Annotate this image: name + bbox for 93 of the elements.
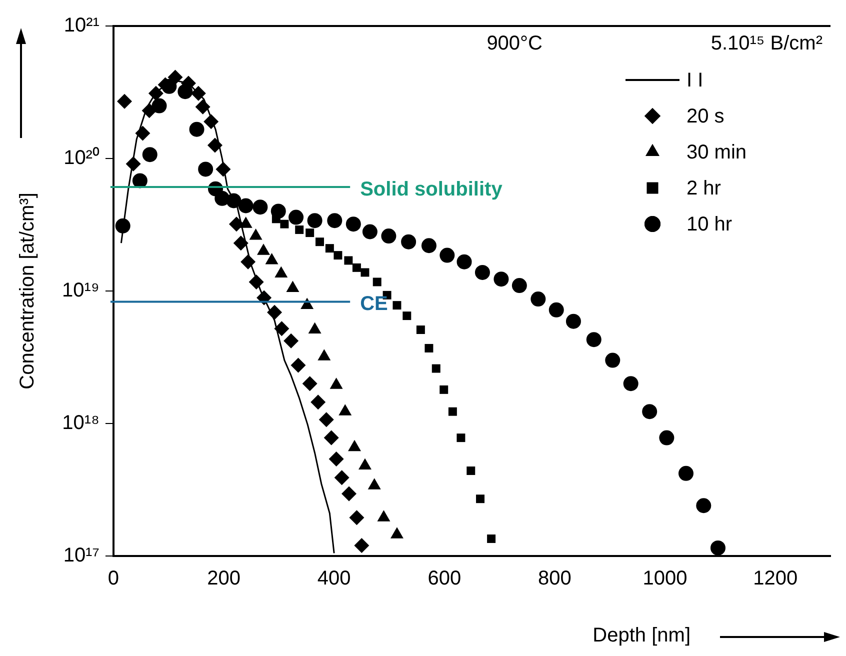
point [272,214,280,224]
point [530,292,546,307]
point [325,244,334,253]
point [288,210,304,225]
y-tick-label: 10¹⁹ [62,280,100,302]
point [487,534,496,543]
annotation: 5.10¹⁵ B/cm² [710,32,823,55]
point [696,498,712,514]
point [512,278,527,294]
x-tick-label: 200 [207,568,240,590]
ref-line-label: CE [360,293,388,316]
point [274,321,290,336]
point [432,364,440,373]
point [142,147,158,162]
x-tick-label: 1200 [753,568,798,590]
point [372,278,382,286]
ref-line-label: Solid solubility [360,178,504,200]
y-tick-label: 10¹⁷ [63,544,100,567]
point [307,213,322,228]
point [476,494,484,504]
point [302,376,318,392]
point [228,216,244,232]
y-tick-label: 10¹⁸ [62,412,100,434]
point [168,70,183,85]
point [284,333,299,348]
x-tick-label: 0 [108,568,120,590]
point [327,213,342,228]
point [252,200,268,215]
point [352,263,361,272]
point [280,220,289,228]
point [328,451,344,466]
point [306,228,314,238]
point [349,510,364,526]
point [310,394,326,410]
legend-label: I I [686,70,704,92]
point [466,466,476,475]
point [421,238,436,254]
point [334,470,350,486]
point [360,268,370,277]
point [678,466,694,481]
x-tick-label: 1000 [642,568,688,590]
point [341,486,356,502]
point [402,312,412,320]
point [207,138,222,153]
point [494,272,509,287]
point [132,173,148,188]
point [456,434,466,442]
point [448,407,457,416]
point [362,224,378,240]
point [474,264,490,280]
point [566,314,581,329]
point [605,352,620,368]
point [316,238,324,246]
legend-label: 20 s [686,106,724,128]
point [318,412,334,428]
y-axis-title: Concentration [at/cm³] [16,192,39,390]
point [238,198,254,214]
point [354,538,370,554]
annotation: 900°C [486,32,542,55]
point [586,332,602,348]
point [334,251,342,260]
point [623,376,638,392]
point [324,430,339,446]
point [456,254,472,270]
point [233,236,248,251]
point [401,234,416,250]
point [152,98,167,114]
point [346,216,361,232]
point [642,404,658,420]
point [381,228,396,244]
point [548,302,564,318]
point [290,358,306,373]
point [710,540,726,556]
point [416,326,425,334]
point [344,256,353,265]
point [392,301,402,310]
point [440,248,455,263]
x-tick-label: 600 [428,568,462,590]
legend-label: 2 hr [686,178,722,200]
point [440,385,448,394]
legend-label: 30 min [686,142,747,164]
legend-label: 10 hr [686,214,732,236]
point [659,430,674,446]
point [117,94,132,109]
point [295,225,304,234]
point [424,344,434,352]
x-tick-label: 400 [317,568,351,590]
y-tick-label: 10²⁰ [64,146,100,170]
x-axis-title: Depth [nm] [592,624,690,647]
x-tick-label: 800 [538,568,572,590]
y-tick-label: 10²¹ [64,14,100,37]
point [198,162,214,177]
point [189,122,204,137]
